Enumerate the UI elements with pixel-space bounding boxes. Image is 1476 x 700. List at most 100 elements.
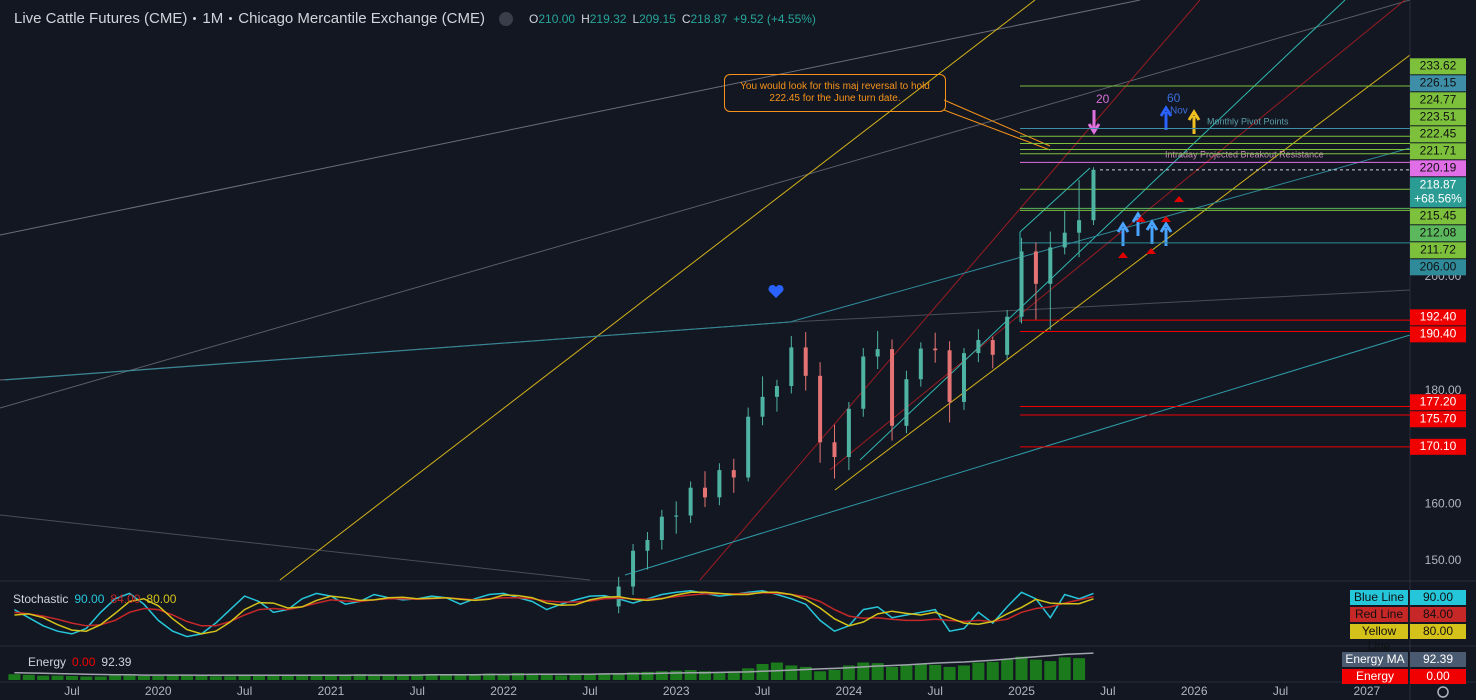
last-change-label: +68.56% [1414,191,1462,205]
energy-bar [727,671,740,680]
energy-bar [972,662,985,680]
level-badge [1410,58,1466,75]
annotation-box: You would look for this maj reversal to … [724,74,946,112]
legend-name: Blue Line [1350,590,1408,605]
energy-bar [957,665,970,680]
energy-bar [900,665,913,680]
candle-body [803,347,808,376]
energy-bar [8,674,21,680]
trend-line [829,0,1406,471]
trend-line [699,0,1201,581]
candle-body [674,515,679,517]
energy-bar [1001,659,1014,680]
energy-bar [454,674,467,680]
x-tick-label: 2025 [1008,684,1035,698]
candle-body [760,396,765,417]
arrow-down [1087,110,1101,135]
trend-line [0,0,1411,409]
level-label: 212.08 [1420,225,1457,239]
x-tick-label: 2027 [1353,684,1380,698]
candle-body [631,550,636,587]
legend-name: Yellow Line [1350,624,1408,653]
level-badge [1410,242,1466,259]
arrow-up [1116,211,1173,246]
legend-value: 0.00 [1410,669,1466,684]
ohlc-label: L [632,11,640,26]
candle-body [832,442,837,458]
level-badge [1410,126,1466,143]
x-tick-label: Jul [237,684,252,698]
energy-bar [224,676,237,680]
candle-body [1033,251,1038,284]
x-tick-label: 2026 [1181,684,1208,698]
symbol-header: Live Cattle Futures (CME) 1M Chicago Merca… [14,10,816,27]
ohlc-label: C [681,11,691,26]
last-price-label: 218.87 [1420,177,1457,191]
legend-value: 80.00 [1410,624,1466,639]
separator [193,17,197,20]
energy-bar [80,676,93,680]
level-label: 175.70 [1420,411,1457,425]
level-badge [1410,411,1466,428]
ohlc-value: 210.00 [538,11,576,26]
energy-bar [368,674,381,680]
energy-bar [1029,659,1042,680]
trend-line [834,54,1411,491]
level-badge [1410,225,1466,242]
energy-bar [252,675,265,680]
x-tick-label: 2021 [318,684,345,698]
energy-bar [411,674,424,680]
level-label: 220.19 [1420,160,1457,174]
trend-line [4,321,791,381]
candle-body [1048,247,1053,284]
level-label: 226.15 [1420,75,1457,89]
candle-body [875,349,880,357]
candle-body [1077,220,1082,233]
energy-bar [929,664,942,680]
x-tick-label: Jul [1100,684,1115,698]
candle-body [947,350,952,402]
level-label: 224.77 [1420,92,1457,106]
energy-bar [468,674,481,680]
energy-bar [195,675,208,680]
level-label: 221.71 [1420,143,1457,157]
x-tick-label: 2022 [490,684,517,698]
x-tick-label: 2024 [836,684,863,698]
energy-bar [986,661,999,680]
pane-title: Stochastic [13,592,69,606]
pane-value: 92.39 [101,655,132,669]
energy-bar [382,675,395,680]
legend-name: Energy MA [1342,652,1408,667]
interval: 1M [202,10,224,27]
energy-bar [324,675,337,680]
energy-ma-line [14,652,1094,677]
energy-bar [152,675,165,680]
pane-value: 84.00 [110,592,141,606]
trend-line [789,147,1411,323]
pane-value: 0.00 [72,655,96,669]
status-icon [499,11,514,26]
energy-bar [109,675,122,680]
energy-bar [785,665,798,680]
exchange: Chicago Mercantile Exchange (CME) [238,10,486,27]
energy-bar [267,675,280,680]
trend-line [859,0,1346,461]
level-badge [1410,394,1466,411]
energy-bar [22,674,35,680]
energy-bar [857,662,870,680]
energy-bar [339,674,352,680]
ohlc-label: H [581,11,590,26]
energy-bar [296,675,309,680]
ohlc-item: H 219.32 [581,12,626,26]
level-label: 177.20 [1420,394,1457,408]
level-label: 190.40 [1420,327,1457,341]
settings-icon[interactable] [1437,686,1449,698]
energy-bar [914,664,927,680]
symbol-title: Live Cattle Futures (CME) [14,10,188,27]
energy-bar [655,671,668,680]
x-tick-label: 2023 [663,684,690,698]
candle-body [1005,316,1010,355]
legend-value: 84.00 [1410,607,1466,622]
pane-value: 80.00 [146,592,177,606]
energy-bar [396,675,409,680]
